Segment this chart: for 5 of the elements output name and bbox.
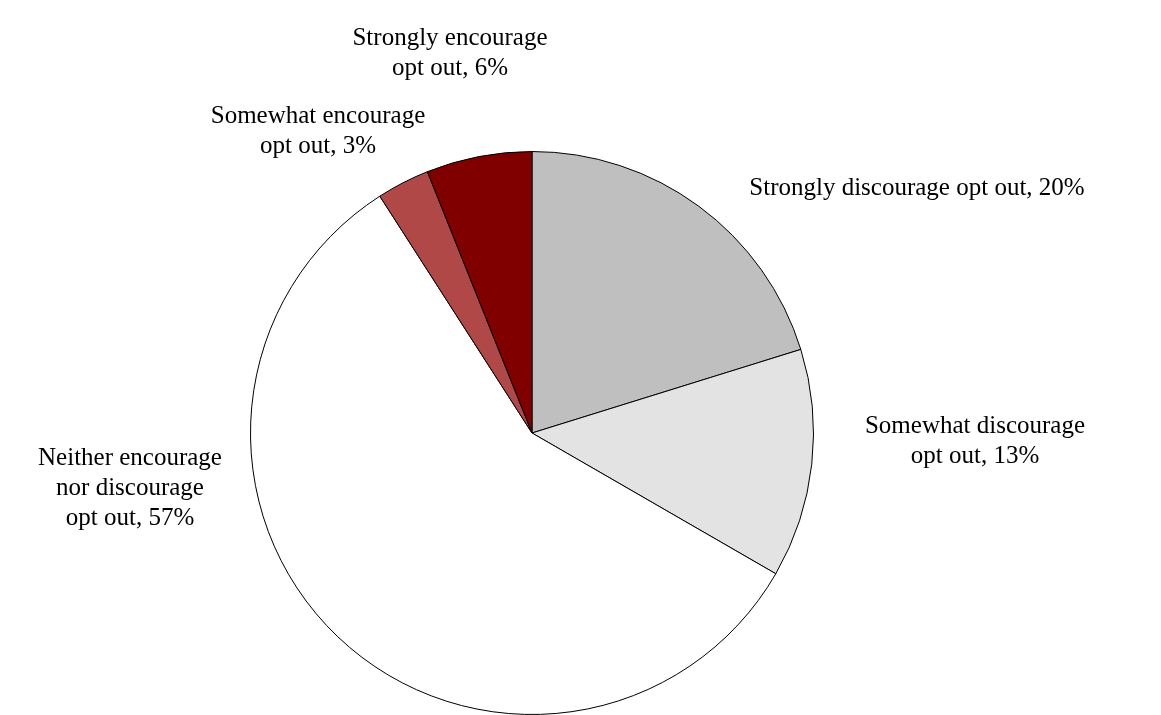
- slice-label: Somewhat discourage opt out, 13%: [863, 410, 1087, 470]
- slice-label: Strongly discourage opt out, 20%: [749, 172, 1085, 202]
- slice-label: Strongly encourage opt out, 6%: [351, 22, 549, 82]
- slice-label: Neither encourage nor discourage opt out, 57%: [37, 442, 223, 532]
- slice-label: Somewhat encourage opt out, 3%: [209, 100, 427, 160]
